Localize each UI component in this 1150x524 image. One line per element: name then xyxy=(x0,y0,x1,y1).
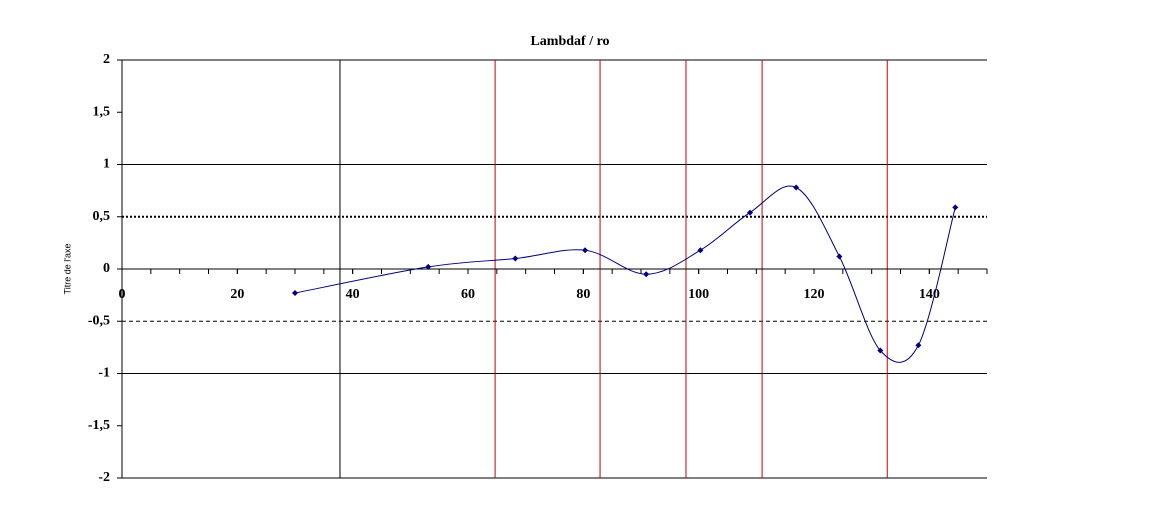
series-line xyxy=(294,185,956,363)
x-tick-label: 20 xyxy=(230,287,244,302)
y-tick-label: -1,5 xyxy=(88,418,110,433)
x-tick-label: 60 xyxy=(461,287,475,302)
data-point xyxy=(746,209,753,216)
y-tick-label: -2 xyxy=(98,470,110,485)
y-tick-label: 0,5 xyxy=(93,209,111,224)
y-tick-label: 1,5 xyxy=(93,104,111,119)
data-point xyxy=(697,247,704,254)
y-tick-label: 0 xyxy=(103,261,110,276)
chart-title: Lambdaf / ro xyxy=(530,34,609,49)
y-tick-label: -0,5 xyxy=(88,313,110,328)
x-tick-label: 0 xyxy=(119,287,126,302)
data-point xyxy=(915,342,922,349)
y-axis-label: Titre de l'axe xyxy=(62,244,72,295)
data-point xyxy=(877,347,884,354)
y-tick-label: -1 xyxy=(98,366,110,381)
data-point xyxy=(793,184,800,191)
data-point xyxy=(512,255,519,262)
y-tick-label: 1 xyxy=(103,157,110,172)
x-tick-label: 80 xyxy=(576,287,590,302)
x-tick-label: 100 xyxy=(688,287,709,302)
data-point xyxy=(952,204,959,211)
data-point xyxy=(292,290,298,297)
x-tick-label: 140 xyxy=(919,287,940,302)
x-tick-label: 40 xyxy=(346,287,360,302)
data-point xyxy=(425,263,432,270)
data-point xyxy=(643,271,650,278)
data-point xyxy=(582,247,589,254)
data-point xyxy=(836,253,843,260)
x-tick-label: 120 xyxy=(804,287,825,302)
y-tick-label: 2 xyxy=(103,52,110,67)
